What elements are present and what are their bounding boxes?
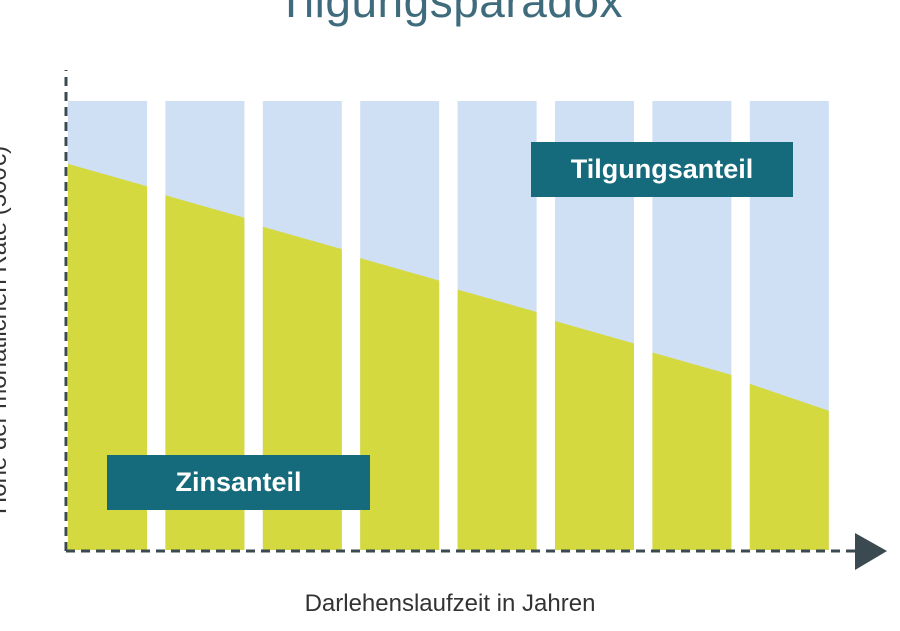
- x-axis-label: Darlehenslaufzeit in Jahren: [304, 590, 596, 617]
- zinsanteil-bar-6: [555, 321, 634, 550]
- zinsanteil-label: Zinsanteil: [107, 455, 370, 510]
- zinsanteil-bar-4: [360, 258, 440, 550]
- zinsanteil-bar-7: [652, 352, 732, 550]
- zinsanteil-bar-8: [749, 383, 829, 550]
- x-axis-arrow-icon: [855, 533, 887, 570]
- zinsanteil-bar-1: [68, 163, 147, 551]
- tilgungsanteil-label: Tilgungsanteil: [531, 142, 793, 197]
- chart-title: Tilgungsparadox: [277, 0, 623, 27]
- zinsanteil-bar-5: [457, 289, 537, 550]
